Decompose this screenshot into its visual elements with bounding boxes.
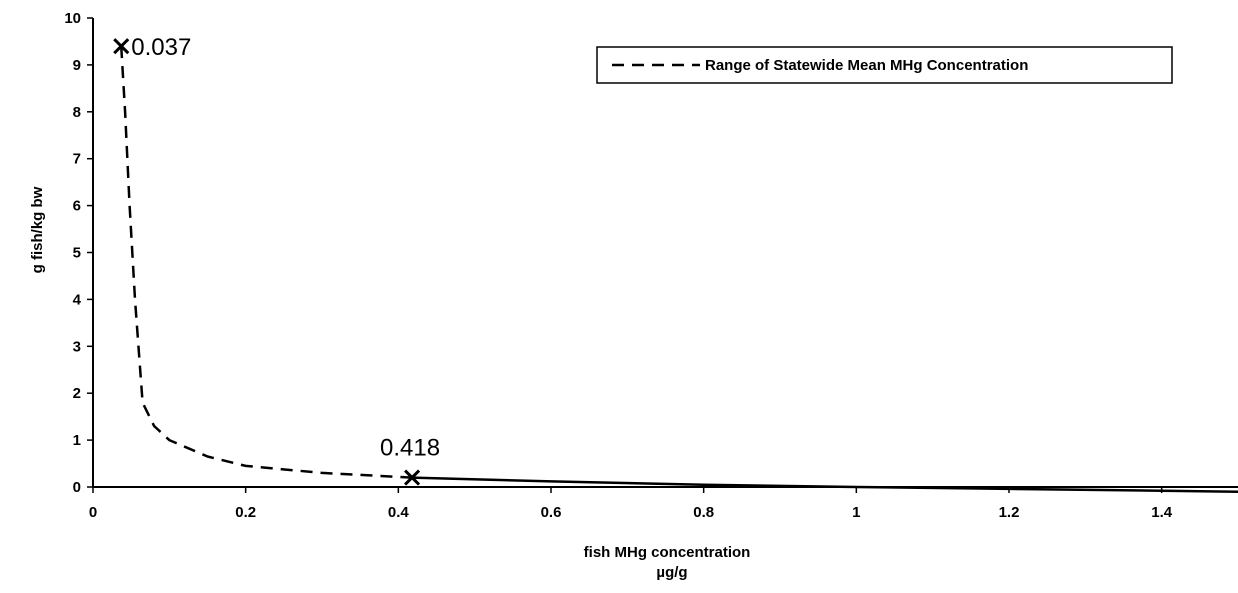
series-layer bbox=[119, 46, 1238, 493]
y-tick-label: 0 bbox=[73, 479, 81, 496]
y-tick-label: 2 bbox=[73, 385, 81, 402]
annotation-marker bbox=[404, 469, 421, 486]
y-tick-label: 1 bbox=[73, 432, 81, 449]
legend-entry-label: Range of Statewide Mean MHg Concentratio… bbox=[705, 57, 1028, 74]
x-axis-ticks: 0 0.2 0.4 0.6 0.8 1 1.2 1.4 bbox=[89, 487, 1173, 521]
x-tick-label: 1.4 bbox=[1151, 504, 1173, 521]
y-tick-label: 6 bbox=[73, 198, 81, 215]
annotation-label: 0.418 bbox=[380, 435, 440, 462]
y-tick-label: 10 bbox=[64, 10, 81, 27]
y-tick-label: 8 bbox=[73, 104, 81, 121]
y-tick-label: 4 bbox=[73, 291, 82, 308]
x-axis-title: fish MHg concentration bbox=[584, 544, 751, 561]
x-tick-label: 0.8 bbox=[693, 504, 714, 521]
y-axis-title: g fish/kg bw bbox=[29, 186, 46, 273]
y-tick-label: 7 bbox=[73, 151, 81, 168]
series-line-dashed bbox=[119, 46, 413, 479]
marker-layer: 0.037 0.418 bbox=[113, 34, 440, 486]
x-tick-label: 1 bbox=[852, 504, 860, 521]
x-tick-label: 0.4 bbox=[388, 504, 410, 521]
series-line-solid bbox=[412, 476, 1238, 493]
y-tick-label: 5 bbox=[73, 245, 81, 262]
x-tick-label: 0.6 bbox=[541, 504, 562, 521]
x-tick-label: 1.2 bbox=[999, 504, 1020, 521]
annotation-label: 0.037 bbox=[131, 34, 191, 61]
annotation-marker bbox=[113, 38, 130, 55]
x-tick-label: 0.2 bbox=[235, 504, 256, 521]
y-tick-label: 3 bbox=[73, 338, 81, 355]
x-axis-unit: µg/g bbox=[656, 564, 687, 581]
x-tick-label: 0 bbox=[89, 504, 97, 521]
legend: Range of Statewide Mean MHg Concentratio… bbox=[596, 46, 1173, 84]
y-axis-ticks: 0 1 2 3 4 5 6 7 8 9 10 bbox=[64, 10, 93, 496]
y-tick-label: 9 bbox=[73, 57, 81, 74]
